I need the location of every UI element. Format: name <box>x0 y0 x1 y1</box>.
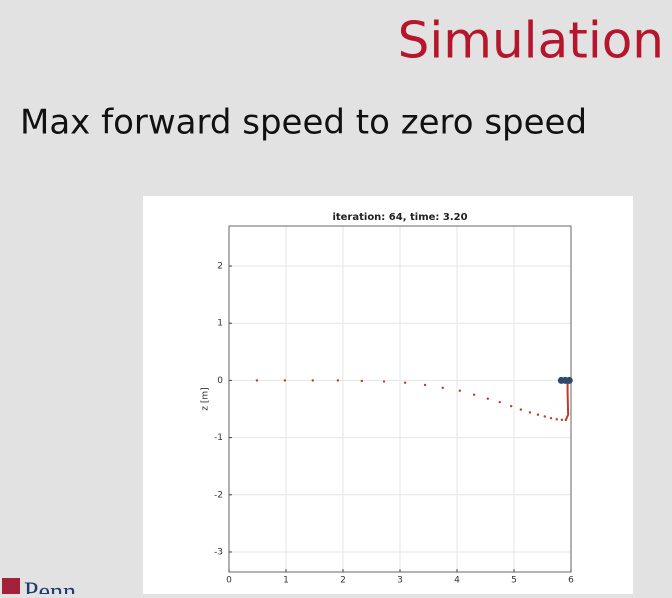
x-tick-label: 4 <box>454 576 460 586</box>
slide-subtitle: Max forward speed to zero speed <box>20 103 587 143</box>
trail-point <box>423 383 427 387</box>
trajectory-line <box>564 380 570 421</box>
logo-shield <box>2 578 20 596</box>
y-tick-label: 1 <box>217 319 223 329</box>
trail-point <box>543 415 546 418</box>
trail-point <box>555 418 558 421</box>
axes-box <box>228 225 572 573</box>
x-tick-label: 3 <box>397 576 403 586</box>
x-tick-label: 6 <box>568 576 574 586</box>
y-tick-label: 0 <box>217 376 223 386</box>
trail-point <box>336 379 340 382</box>
trail-point <box>509 404 513 408</box>
trail-point <box>283 379 287 382</box>
trail-point <box>472 393 476 396</box>
y-tick-label: -3 <box>214 547 223 557</box>
trail-point <box>255 379 259 382</box>
trail-point <box>498 400 501 404</box>
trail-point <box>486 397 489 400</box>
trail-point <box>528 411 532 414</box>
trail-point <box>311 379 314 382</box>
robot-marker <box>565 376 573 384</box>
x-tick-label: 5 <box>511 576 517 586</box>
y-tick-label: -1 <box>214 433 223 443</box>
chart-title: iteration: 64, time: 3.20 <box>332 212 467 223</box>
figure-panel <box>143 196 633 594</box>
y-tick-label: -2 <box>214 490 223 500</box>
x-tick-label: 1 <box>283 576 289 586</box>
trail-point <box>519 408 523 411</box>
slide-title: Simulation <box>398 12 664 70</box>
trail-point <box>560 418 564 422</box>
trail-point <box>549 416 553 420</box>
trail-point <box>458 389 462 392</box>
x-tick-label: 2 <box>340 576 346 586</box>
trail-point <box>403 381 407 384</box>
trail-point <box>536 413 540 416</box>
trail-point <box>382 380 386 383</box>
x-tick-label: 0 <box>226 576 232 586</box>
trail-point <box>441 386 444 390</box>
y-tick-label: 2 <box>217 262 223 272</box>
logo-text: Penn <box>24 577 76 594</box>
y-axis-label: z [m] <box>201 387 211 410</box>
trail-point <box>360 379 364 383</box>
